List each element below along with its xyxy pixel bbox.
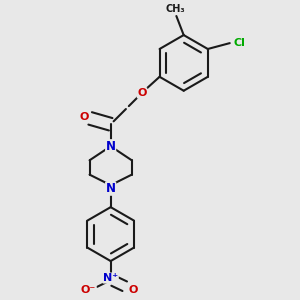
Text: O: O <box>128 285 138 295</box>
Text: N: N <box>106 182 116 195</box>
Text: O: O <box>79 112 88 122</box>
Text: N⁺: N⁺ <box>103 273 118 283</box>
Text: N: N <box>106 140 116 153</box>
Text: O⁻: O⁻ <box>81 285 96 295</box>
Text: O: O <box>137 88 147 98</box>
Text: CH₃: CH₃ <box>165 4 185 14</box>
Text: Cl: Cl <box>233 38 245 48</box>
